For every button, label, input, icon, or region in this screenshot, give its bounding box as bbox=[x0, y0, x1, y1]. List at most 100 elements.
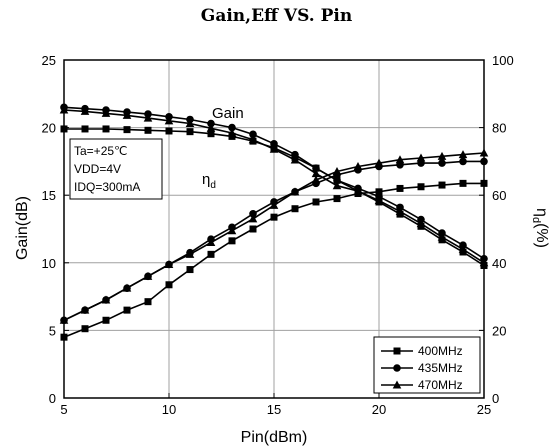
eff-point-400mhz bbox=[333, 195, 341, 203]
eff-point-400mhz bbox=[459, 179, 467, 187]
eff-annotation: ηd bbox=[202, 171, 216, 191]
x-tick-label: 25 bbox=[477, 402, 491, 417]
eff-point-435mhz bbox=[249, 209, 257, 218]
gain-point-470mhz bbox=[143, 113, 153, 122]
y-left-tick-label: 0 bbox=[49, 391, 56, 406]
y-axis-label-left: Gain(dB) bbox=[14, 196, 31, 260]
eff-point-470mhz bbox=[437, 151, 447, 160]
gain-point-470mhz bbox=[122, 110, 132, 119]
x-tick-label: 10 bbox=[162, 402, 176, 417]
eff-point-400mhz bbox=[270, 213, 278, 221]
legend-marker-400mhz bbox=[393, 347, 401, 355]
eff-point-470mhz bbox=[101, 295, 111, 304]
y-left-tick-label: 5 bbox=[49, 323, 56, 338]
eff-point-435mhz bbox=[459, 157, 467, 166]
eff-point-400mhz bbox=[123, 306, 131, 314]
eff-point-400mhz bbox=[144, 298, 152, 306]
gain-point-470mhz bbox=[395, 206, 405, 215]
y-right-tick-label: 60 bbox=[492, 188, 506, 203]
eff-point-400mhz bbox=[438, 181, 446, 189]
eff-point-470mhz bbox=[164, 259, 174, 268]
eff-point-470mhz bbox=[311, 175, 321, 184]
eff-point-470mhz bbox=[227, 226, 237, 235]
eff-point-470mhz bbox=[248, 214, 258, 223]
eff-point-400mhz bbox=[186, 266, 194, 274]
eff-point-435mhz bbox=[438, 159, 446, 167]
y-left-tick-label: 25 bbox=[42, 53, 56, 68]
eff-point-400mhz bbox=[249, 225, 257, 233]
x-axis-label: Pin(dBm) bbox=[241, 429, 308, 446]
y-left-tick-label: 10 bbox=[42, 256, 56, 271]
eff-point-470mhz bbox=[269, 200, 279, 209]
eff-point-400mhz bbox=[417, 183, 425, 191]
legend-marker-435mhz bbox=[393, 364, 401, 372]
eff-point-400mhz bbox=[396, 184, 404, 192]
gain-point-470mhz bbox=[269, 144, 279, 153]
legend: 400MHz 435MHz 470MHz bbox=[373, 336, 481, 394]
gain-point-470mhz bbox=[416, 219, 426, 228]
gain-point-470mhz bbox=[353, 186, 363, 195]
gain-point-470mhz bbox=[290, 155, 300, 164]
gain-point-400mhz bbox=[144, 126, 152, 134]
gain-point-470mhz bbox=[164, 116, 174, 125]
gain-point-435mhz bbox=[312, 164, 320, 172]
eff-point-400mhz bbox=[312, 198, 320, 206]
eff-annotation-main: η bbox=[202, 171, 210, 188]
gain-point-470mhz bbox=[458, 244, 468, 253]
legend-label-435mhz: 435MHz bbox=[418, 361, 463, 375]
legend-marker-470mhz bbox=[392, 380, 402, 389]
gain-point-435mhz bbox=[207, 119, 215, 128]
x-tick-label: 15 bbox=[267, 402, 281, 417]
condition-temperature: Ta=+25℃ bbox=[74, 144, 128, 158]
legend-label-470mhz: 470MHz bbox=[418, 378, 463, 392]
gain-point-435mhz bbox=[291, 150, 299, 159]
y-axis-label-right-main: η bbox=[533, 208, 550, 217]
y-left-tick-label: 15 bbox=[42, 188, 56, 203]
eff-point-400mhz bbox=[102, 316, 110, 324]
eff-point-470mhz bbox=[416, 153, 426, 162]
y-right-tick-label: 20 bbox=[492, 323, 506, 338]
gain-point-470mhz bbox=[437, 232, 447, 241]
gain-point-400mhz bbox=[123, 126, 131, 134]
gain-point-470mhz bbox=[311, 169, 321, 178]
series-470mhz bbox=[59, 105, 489, 324]
legend-frame bbox=[373, 336, 481, 394]
eff-point-470mhz bbox=[374, 158, 384, 167]
eff-point-400mhz bbox=[207, 250, 215, 258]
gain-point-470mhz bbox=[248, 135, 258, 144]
eff-point-400mhz bbox=[291, 205, 299, 213]
y-axis-label-right-suffix: (%) bbox=[533, 223, 550, 248]
gain-point-470mhz bbox=[80, 106, 90, 115]
gain-point-470mhz bbox=[185, 119, 195, 128]
gain-annotation: Gain bbox=[212, 105, 244, 122]
eff-point-470mhz bbox=[122, 283, 132, 292]
eff-point-470mhz bbox=[185, 249, 195, 258]
y-right-tick-label: 40 bbox=[492, 256, 506, 271]
eff-point-470mhz bbox=[290, 187, 300, 196]
eff-point-470mhz bbox=[458, 150, 468, 159]
gain-point-470mhz bbox=[206, 123, 216, 132]
eff-point-470mhz bbox=[80, 305, 90, 314]
gain-point-400mhz bbox=[186, 128, 194, 136]
conditions-box-frame bbox=[69, 138, 163, 200]
legend-label-400mhz: 400MHz bbox=[418, 344, 463, 358]
y-right-tick-label: 100 bbox=[492, 53, 514, 68]
gain-point-470mhz bbox=[374, 196, 384, 205]
eff-point-400mhz bbox=[81, 325, 89, 333]
eff-point-400mhz bbox=[165, 281, 173, 289]
gain-point-435mhz bbox=[228, 123, 236, 132]
condition-idq: IDQ=300mA bbox=[74, 180, 140, 194]
conditions-box: Ta=+25℃ VDD=4V IDQ=300mA bbox=[69, 138, 163, 200]
gain-point-435mhz bbox=[270, 140, 278, 148]
gain-point-400mhz bbox=[102, 125, 110, 133]
gain-point-470mhz bbox=[332, 181, 342, 190]
gain-point-470mhz bbox=[101, 108, 111, 117]
eff-point-470mhz bbox=[206, 238, 216, 247]
y-axis-label-right-sub: d bbox=[530, 217, 542, 223]
x-tick-label: 20 bbox=[372, 402, 386, 417]
y-right-tick-label: 0 bbox=[492, 391, 499, 406]
eff-point-400mhz bbox=[375, 188, 383, 196]
x-tick-label: 5 bbox=[60, 402, 67, 417]
eff-point-400mhz bbox=[228, 237, 236, 245]
